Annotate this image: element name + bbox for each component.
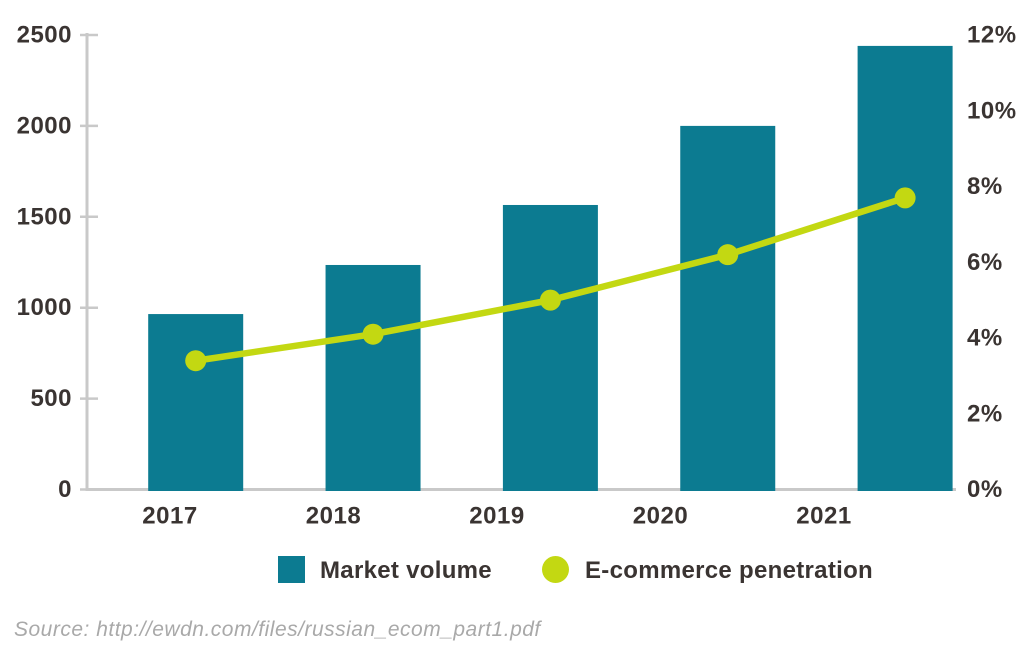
y-right-tick-label-8: 8% (967, 173, 1003, 200)
bar-2020 (680, 125, 776, 492)
legend-swatch-ecommerce-penetration (542, 556, 569, 583)
x-tick-label-2017: 2017 (142, 503, 197, 530)
x-tick-label-2020: 2020 (633, 503, 688, 530)
y-right-tick-label-12: 12% (967, 22, 1017, 49)
bar-2017 (148, 314, 244, 491)
x-tick-label-2019: 2019 (469, 503, 524, 530)
bar-2018 (325, 264, 421, 491)
y-right-tick-label-0: 0% (967, 476, 1003, 503)
penetration-point-2017 (185, 350, 207, 372)
y-left-tick-label-0: 0 (58, 476, 72, 503)
combo-chart: 0 500 1000 1500 2000 2500 0% 2% 4% 6% 8% 10% 12% 2017… (17, 22, 1017, 530)
y-left-tick-label-2500: 2500 (17, 22, 72, 49)
y-left-tick-label-2000: 2000 (17, 112, 72, 139)
y-left-tick-label-1000: 1000 (17, 294, 72, 321)
y-left-tick-label-1500: 1500 (17, 203, 72, 230)
legend-swatch-market-volume (278, 556, 305, 583)
y-right-tick-label-6: 6% (967, 249, 1003, 276)
bar-2019 (502, 204, 598, 491)
chart-legend: Market volume E-commerce penetration (0, 552, 1024, 586)
y-right-tick-label-4: 4% (967, 325, 1003, 352)
penetration-point-2020 (717, 244, 739, 266)
penetration-point-2019 (539, 289, 561, 311)
y-left-tick-label-500: 500 (30, 385, 72, 412)
x-tick-label-2021: 2021 (796, 503, 851, 530)
penetration-point-2018 (362, 323, 384, 345)
legend-label-market-volume: Market volume (320, 557, 492, 584)
y-right-tick-label-2: 2% (967, 400, 1003, 427)
y-right-tick-label-10: 10% (967, 97, 1017, 124)
x-tick-label-2018: 2018 (306, 503, 361, 530)
bar-2021 (857, 45, 953, 492)
legend-label-ecommerce-penetration: E-commerce penetration (585, 557, 874, 584)
source-text: Source: http://ewdn.com/files/russian_ec… (14, 618, 541, 641)
penetration-point-2021 (894, 187, 916, 209)
